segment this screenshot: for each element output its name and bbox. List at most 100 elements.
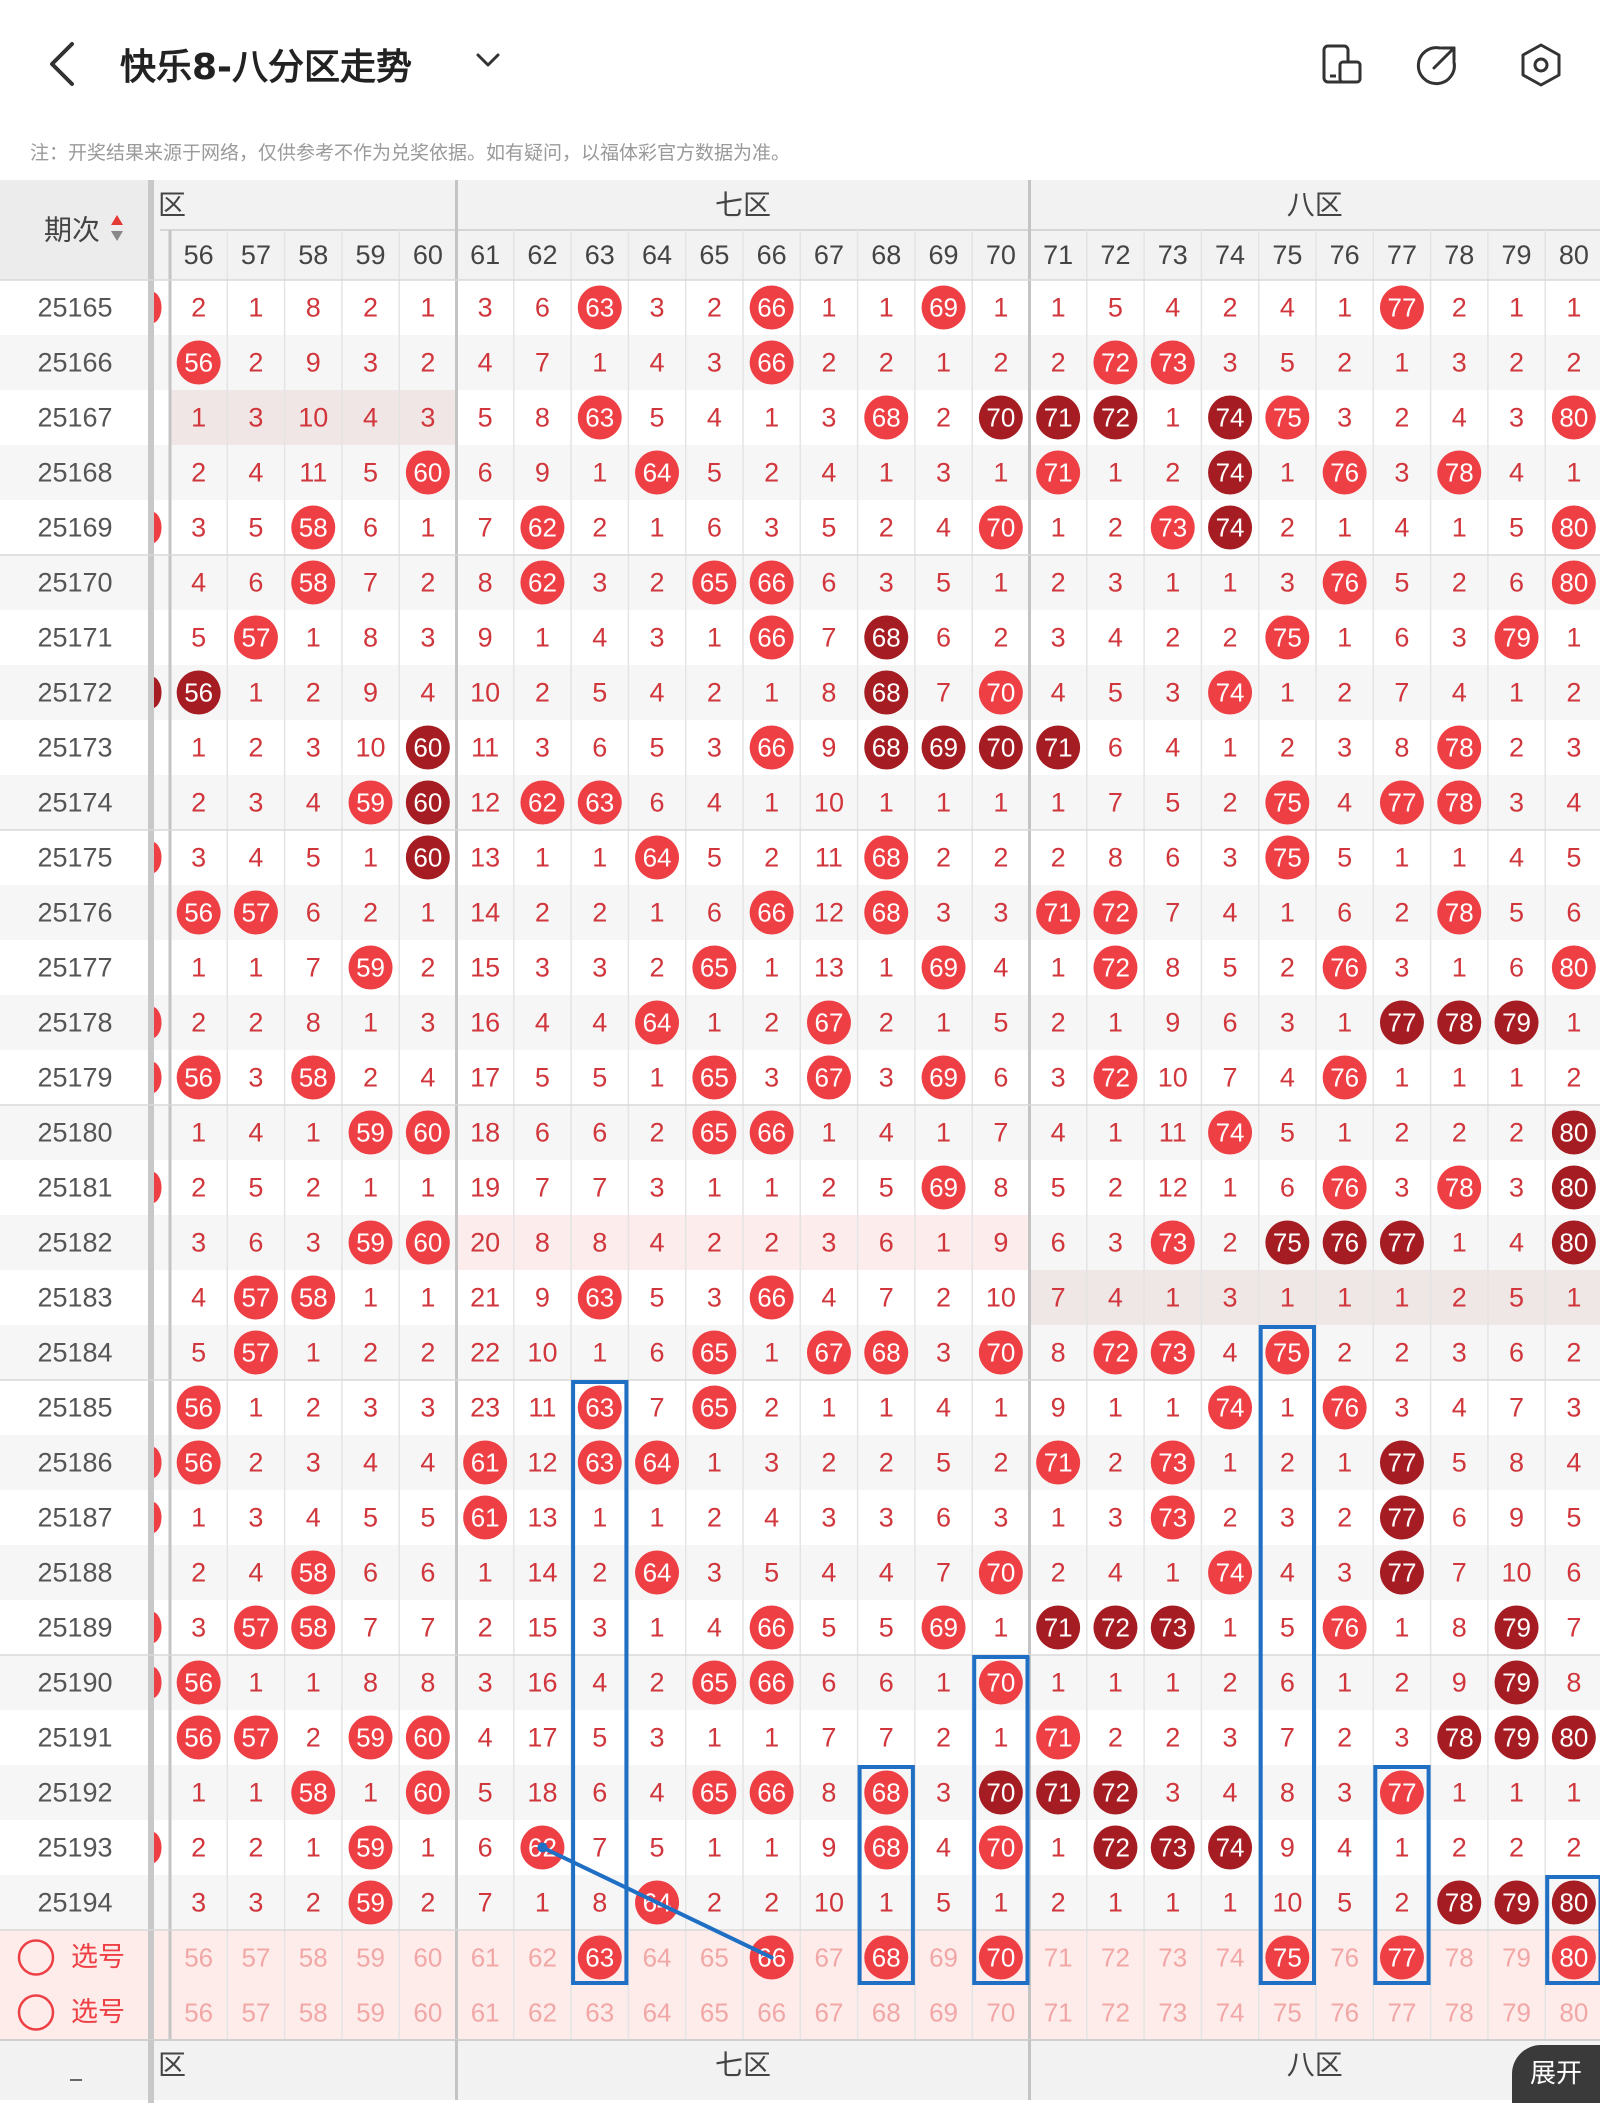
select-number-60[interactable]: 60 [413, 1998, 442, 2028]
select-number-61[interactable]: 61 [471, 1998, 500, 2028]
select-number-56[interactable]: 56 [184, 1943, 213, 1973]
selected-ball-number[interactable]: 63 [585, 1943, 614, 1973]
miss-count: 5 [1394, 568, 1409, 598]
miss-count: 2 [1566, 348, 1581, 378]
select-radio[interactable] [17, 1994, 55, 2031]
select-number-65[interactable]: 65 [700, 1943, 729, 1973]
miss-count: 2 [1337, 1503, 1352, 1533]
select-number-77[interactable]: 77 [1387, 1998, 1416, 2028]
hit-ball-number: 65 [700, 1393, 729, 1423]
page-title[interactable]: 快乐8-八分区走势 [120, 47, 412, 88]
select-number-71[interactable]: 71 [1044, 1943, 1073, 1973]
select-row-label[interactable]: 选号 [71, 1997, 125, 2028]
hit-ball-number: 74 [1216, 1558, 1245, 1588]
select-number-78[interactable]: 78 [1445, 1998, 1474, 2028]
select-number-66[interactable]: 66 [757, 1998, 786, 2028]
select-number-72[interactable]: 72 [1101, 1943, 1130, 1973]
select-number-80[interactable]: 80 [1559, 1998, 1588, 2028]
hit-ball-number: 65 [700, 568, 729, 598]
select-number-57[interactable]: 57 [241, 1998, 270, 2028]
share-icon[interactable] [1412, 40, 1462, 90]
selected-ball-80[interactable] [1551, 1935, 1596, 1980]
selected-ball-number[interactable]: 68 [872, 1943, 901, 1973]
select-number-68[interactable]: 68 [872, 1998, 901, 2028]
miss-count: 2 [420, 1338, 435, 1368]
select-number-63[interactable]: 63 [585, 1998, 614, 2028]
selected-ball-70[interactable] [978, 1935, 1023, 1980]
select-number-71[interactable]: 71 [1044, 1998, 1073, 2028]
sort-down-icon[interactable] [111, 231, 123, 241]
select-number-70[interactable]: 70 [986, 1998, 1015, 2028]
sort-up-icon[interactable] [111, 215, 123, 225]
select-number-73[interactable]: 73 [1158, 1943, 1187, 1973]
miss-count: 2 [248, 1008, 263, 1038]
select-number-62[interactable]: 62 [528, 1943, 557, 1973]
select-number-74[interactable]: 74 [1216, 1943, 1245, 1973]
select-number-59[interactable]: 59 [356, 1943, 385, 1973]
miss-count: 3 [1337, 1778, 1352, 1808]
select-number-75[interactable]: 75 [1273, 1998, 1302, 2028]
select-number-78[interactable]: 78 [1445, 1943, 1474, 1973]
select-number-60[interactable]: 60 [413, 1943, 442, 1973]
device-layout-icon[interactable] [1318, 40, 1368, 90]
hit-ball-70 [978, 670, 1023, 715]
miss-count: 7 [821, 1723, 836, 1753]
selected-ball-number[interactable]: 75 [1273, 1943, 1302, 1973]
select-number-67[interactable]: 67 [814, 1943, 843, 1973]
select-number-79[interactable]: 79 [1502, 1943, 1531, 1973]
select-number-67[interactable]: 67 [814, 1998, 843, 2028]
chevron-down-icon[interactable] [472, 44, 504, 76]
frozen-column-edge [148, 2040, 154, 2100]
hit-ball-72 [1093, 1055, 1138, 1100]
period-25175: 25175 [37, 843, 112, 873]
miss-count: 3 [936, 898, 951, 928]
select-number-64[interactable]: 64 [643, 1998, 672, 2028]
select-number-58[interactable]: 58 [299, 1943, 328, 1973]
select-number-59[interactable]: 59 [356, 1998, 385, 2028]
miss-count: 2 [821, 1448, 836, 1478]
select-number-72[interactable]: 72 [1101, 1998, 1130, 2028]
select-number-74[interactable]: 74 [1216, 1998, 1245, 2028]
hit-ball-number: 78 [1445, 1173, 1474, 1203]
hit-ball-number: 77 [1387, 788, 1416, 818]
settings-hexagon-icon[interactable] [1516, 40, 1566, 90]
select-row-label[interactable]: 选号 [71, 1942, 125, 1973]
chevron-left-icon[interactable] [40, 38, 88, 90]
miss-count: 4 [1280, 1558, 1295, 1588]
hit-ball-71 [1036, 1770, 1081, 1815]
miss-count: 5 [478, 403, 493, 433]
select-number-69[interactable]: 69 [929, 1998, 958, 2028]
select-radio[interactable] [17, 1939, 55, 1976]
selected-ball-number[interactable]: 70 [986, 1943, 1015, 1973]
miss-count: 2 [936, 1723, 951, 1753]
selected-ball-77[interactable] [1379, 1935, 1424, 1980]
hit-ball-69 [921, 1165, 966, 1210]
select-number-62[interactable]: 62 [528, 1998, 557, 2028]
miss-count: 1 [248, 293, 263, 323]
miss-count: 1 [1566, 458, 1581, 488]
miss-count: 3 [936, 1338, 951, 1368]
select-number-61[interactable]: 61 [471, 1943, 500, 1973]
period-header[interactable]: 期次 [44, 214, 100, 247]
hit-ball-number: 78 [1445, 1888, 1474, 1918]
miss-count: 6 [1051, 1228, 1066, 1258]
selected-ball-number[interactable]: 80 [1559, 1943, 1588, 1973]
miss-count: 3 [191, 843, 206, 873]
selected-ball-75[interactable] [1265, 1935, 1310, 1980]
selected-ball-63[interactable] [577, 1935, 622, 1980]
miss-count: 7 [535, 1173, 550, 1203]
select-number-79[interactable]: 79 [1502, 1998, 1531, 2028]
select-number-76[interactable]: 76 [1330, 1943, 1359, 1973]
select-number-76[interactable]: 76 [1330, 1998, 1359, 2028]
select-number-58[interactable]: 58 [299, 1998, 328, 2028]
miss-count: 1 [248, 953, 263, 983]
select-number-65[interactable]: 65 [700, 1998, 729, 2028]
select-number-57[interactable]: 57 [241, 1943, 270, 1973]
selected-ball-68[interactable] [864, 1935, 909, 1980]
select-number-64[interactable]: 64 [643, 1943, 672, 1973]
select-number-73[interactable]: 73 [1158, 1998, 1187, 2028]
expand-button[interactable]: 展开 [1512, 2045, 1600, 2103]
select-number-69[interactable]: 69 [929, 1943, 958, 1973]
selected-ball-number[interactable]: 77 [1387, 1943, 1416, 1973]
select-number-56[interactable]: 56 [184, 1998, 213, 2028]
